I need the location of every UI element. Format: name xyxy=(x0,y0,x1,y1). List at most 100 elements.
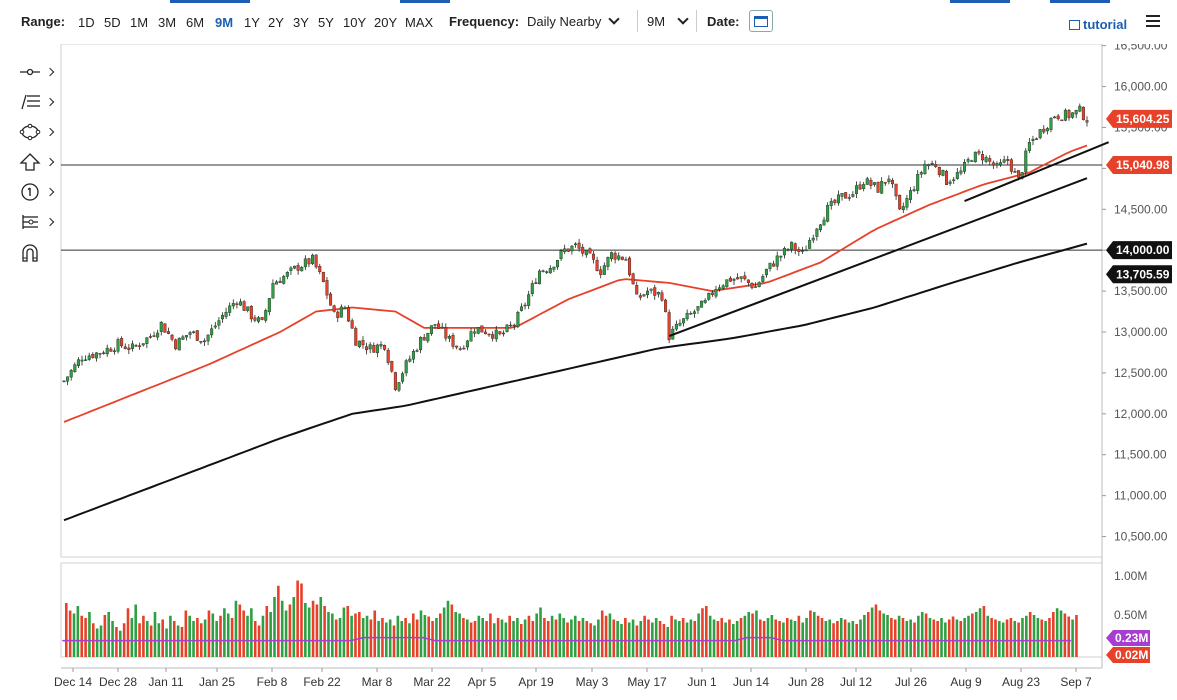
range-6m[interactable]: 6M xyxy=(186,15,205,30)
candle xyxy=(148,336,152,338)
volume-bar xyxy=(346,606,350,657)
candle xyxy=(1056,115,1060,120)
volume-bar xyxy=(573,615,577,657)
candle xyxy=(865,178,869,185)
candle xyxy=(999,162,1003,166)
volume-bar xyxy=(658,621,662,657)
candle xyxy=(620,256,624,260)
range-max[interactable]: MAX xyxy=(405,15,434,30)
candle xyxy=(393,372,397,390)
candle xyxy=(703,300,707,303)
x-tick-label: Feb 22 xyxy=(303,675,341,689)
period-dropdown[interactable]: 9M xyxy=(647,13,689,29)
candle xyxy=(782,248,786,256)
volume-bar xyxy=(839,618,843,657)
candle xyxy=(401,373,405,382)
frequency-dropdown[interactable]: Daily Nearby xyxy=(527,13,621,29)
range-10y[interactable]: 10Y xyxy=(343,15,367,30)
volume-bar xyxy=(435,618,438,657)
shape-tool-button[interactable] xyxy=(16,122,56,144)
volume-bar xyxy=(693,621,697,657)
volume-bar xyxy=(438,613,442,657)
x-tick-label: Jan 25 xyxy=(199,675,235,689)
tutorial-link[interactable]: tutorial xyxy=(1069,17,1127,32)
calendar-button[interactable] xyxy=(749,10,773,32)
volume-bar xyxy=(161,619,164,657)
volume-bar xyxy=(527,615,531,657)
range-2y[interactable]: 2Y xyxy=(268,15,284,30)
candle xyxy=(718,287,722,290)
volume-bar xyxy=(616,621,619,657)
candle xyxy=(833,199,837,203)
candle xyxy=(447,336,451,339)
chevron-right-icon xyxy=(45,217,55,227)
volume-bar xyxy=(947,619,951,657)
volume-bar xyxy=(1005,619,1009,657)
candle xyxy=(224,311,228,317)
range-3m[interactable]: 3M xyxy=(158,15,177,30)
y-tick-label: 10,500.00 xyxy=(1114,530,1168,544)
candle xyxy=(109,348,113,352)
range-9m[interactable]: 9M xyxy=(215,15,234,30)
range-3y[interactable]: 3Y xyxy=(293,15,309,30)
magnet-tool-button[interactable] xyxy=(16,242,56,264)
range-1d[interactable]: 1D xyxy=(78,15,95,30)
candle xyxy=(599,269,603,275)
marker-tool-button[interactable] xyxy=(16,182,56,204)
volume-bar xyxy=(485,621,488,657)
candle xyxy=(145,337,149,344)
candle xyxy=(177,337,181,351)
range-5d[interactable]: 5D xyxy=(104,15,121,30)
candle xyxy=(116,339,120,352)
candle xyxy=(862,184,866,190)
candle xyxy=(350,320,354,329)
menu-button[interactable] xyxy=(1146,15,1160,27)
candle xyxy=(480,325,484,333)
candle xyxy=(163,323,167,333)
volume-bar xyxy=(1001,622,1005,657)
volume-bar xyxy=(701,608,704,657)
candle xyxy=(519,306,523,311)
volume-tag-bg xyxy=(1106,630,1150,646)
volume-bar xyxy=(1067,616,1071,657)
volume-bar xyxy=(396,615,400,657)
candle xyxy=(156,332,160,338)
candle xyxy=(822,219,826,226)
volume-bar xyxy=(639,621,643,657)
volume-axis-label: 1.00M xyxy=(1114,569,1147,583)
volume-bar xyxy=(196,618,199,657)
candle xyxy=(988,158,992,162)
candle xyxy=(314,254,318,268)
line-tool-button[interactable] xyxy=(16,62,56,84)
x-tick-label: May 3 xyxy=(576,675,609,689)
candle xyxy=(321,271,325,282)
volume-bar xyxy=(940,618,943,657)
candle xyxy=(408,358,412,362)
price-tag-bg xyxy=(1106,265,1172,284)
range-1m[interactable]: 1M xyxy=(130,15,149,30)
volume-bar xyxy=(604,615,608,657)
volume-bar xyxy=(944,622,947,657)
volume-bar xyxy=(570,619,573,657)
candle xyxy=(422,337,426,341)
volume-bar xyxy=(608,613,612,657)
candle xyxy=(383,344,387,350)
candle xyxy=(62,380,66,383)
candle xyxy=(257,317,261,322)
node-tool-button[interactable] xyxy=(16,212,56,234)
x-tick-label: Jun 28 xyxy=(788,675,824,689)
candle xyxy=(656,292,660,295)
range-20y[interactable]: 20Y xyxy=(374,15,398,30)
volume-bar xyxy=(816,615,820,657)
candle xyxy=(667,312,671,341)
candle xyxy=(746,279,750,283)
arrow-tool-button[interactable] xyxy=(16,152,56,174)
volume-bar xyxy=(238,604,242,657)
volume-bar xyxy=(928,618,932,657)
fib-tool-button[interactable] xyxy=(16,92,56,114)
range-5y[interactable]: 5Y xyxy=(318,15,334,30)
volume-bar xyxy=(88,612,91,657)
range-1y[interactable]: 1Y xyxy=(244,15,260,30)
volume-bar xyxy=(882,613,885,657)
